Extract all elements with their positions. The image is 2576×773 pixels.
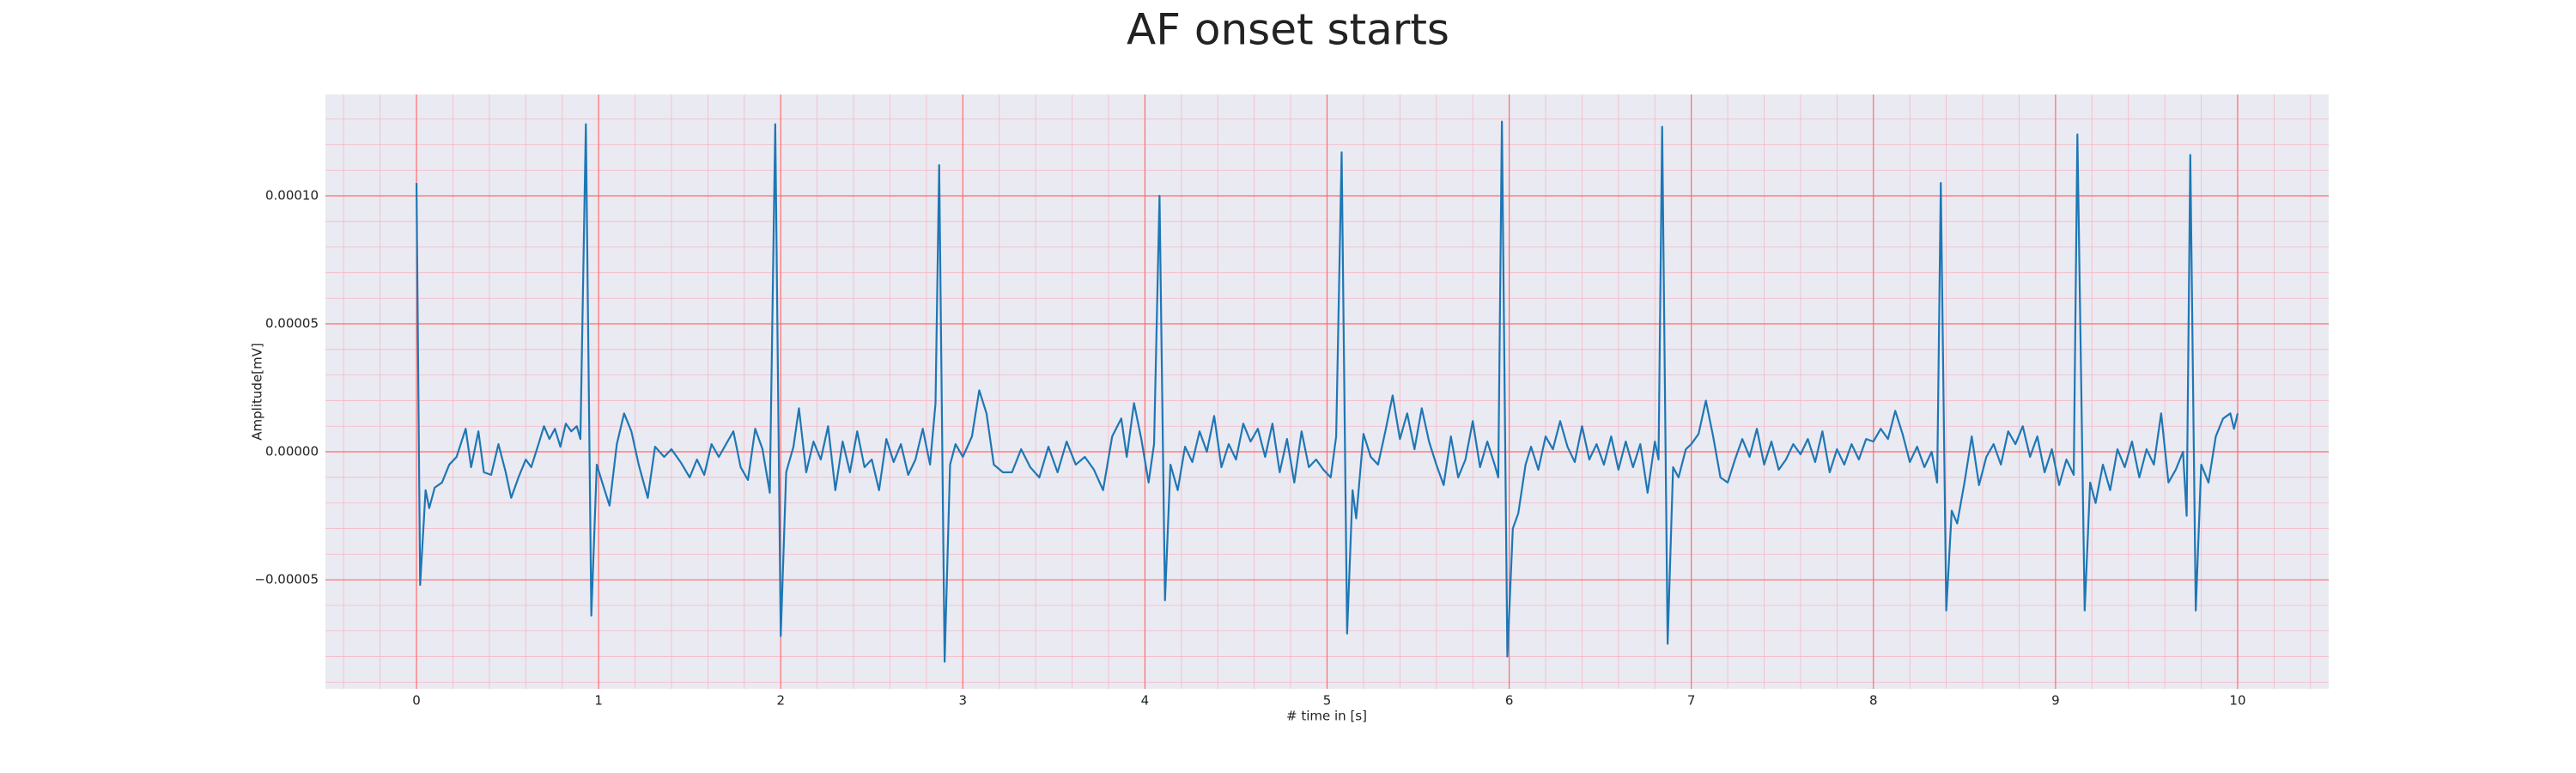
x-tick-label: 0 <box>412 693 421 709</box>
y-axis-label: Amplitude[mV] <box>250 343 265 440</box>
x-tick-label: 6 <box>1505 693 1514 709</box>
chart-title: AF onset starts <box>1127 5 1449 55</box>
y-tick-label: 0.00010 <box>265 188 319 204</box>
signal-line <box>415 120 2239 663</box>
y-tick-label: 0.00005 <box>265 316 319 332</box>
y-tick-label: −0.00005 <box>254 572 319 587</box>
x-tick-label: 10 <box>2229 693 2245 709</box>
x-tick-label: 1 <box>594 693 603 709</box>
x-tick-label: 3 <box>959 693 968 709</box>
y-tick-label: 0.00000 <box>265 444 319 460</box>
x-tick-label: 2 <box>776 693 785 709</box>
x-tick-label: 8 <box>1869 693 1878 709</box>
x-axis-label: # time in [s] <box>1286 709 1367 724</box>
x-tick-label: 4 <box>1141 693 1150 709</box>
x-tick-label: 5 <box>1323 693 1332 709</box>
x-tick-label: 7 <box>1687 693 1696 709</box>
x-tick-label: 9 <box>2051 693 2060 709</box>
